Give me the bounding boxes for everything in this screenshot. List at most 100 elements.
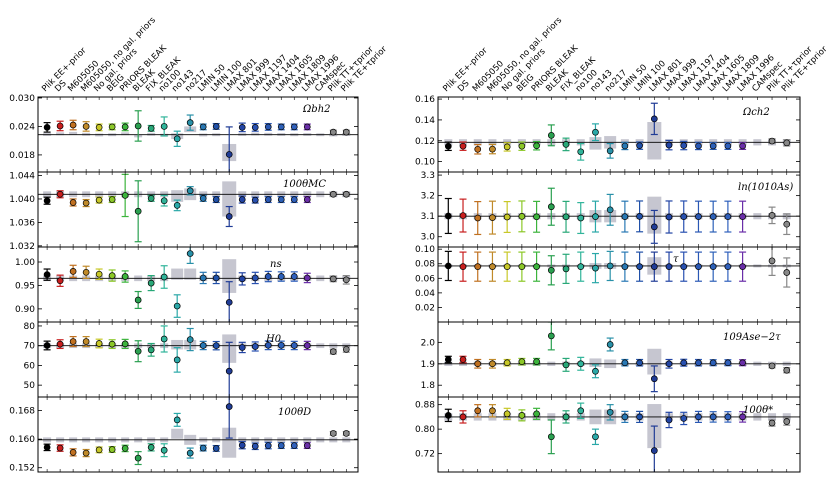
data-point <box>665 263 673 271</box>
data-point <box>251 442 259 450</box>
data-point <box>489 145 496 153</box>
data-point <box>577 214 585 222</box>
y-tick-label: 1.9 <box>421 360 436 370</box>
data-point <box>342 190 350 198</box>
data-point <box>342 276 350 284</box>
panel-parameter-label: H0 <box>265 334 282 345</box>
data-point <box>724 213 732 220</box>
data-point <box>173 302 181 310</box>
data-point <box>199 342 207 349</box>
y-tick-label: 0.024 <box>9 122 35 132</box>
data-point <box>329 430 337 437</box>
y-tick-label: 0.06 <box>415 274 435 284</box>
y-tick-label: 1.044 <box>9 172 35 182</box>
data-point <box>134 296 142 304</box>
y-tick-label: 80 <box>24 322 36 332</box>
data-point <box>43 342 51 349</box>
data-point <box>562 361 570 369</box>
data-point <box>264 123 272 131</box>
data-point <box>342 128 350 136</box>
y-tick-label: 0.16 <box>415 95 435 105</box>
data-point <box>636 413 643 421</box>
data-point <box>547 131 555 139</box>
data-point <box>225 151 233 158</box>
panel-frame <box>37 321 359 398</box>
y-tick-label: 0.02 <box>415 303 435 313</box>
data-point <box>264 196 272 203</box>
y-tick-label: 70 <box>24 342 36 352</box>
data-point <box>290 196 298 203</box>
data-point <box>329 190 337 198</box>
data-point <box>199 444 207 452</box>
y-tick-label: 0.10 <box>415 245 435 255</box>
data-point <box>518 263 526 271</box>
y-tick-label: 1.032 <box>9 242 35 252</box>
y-tick-label: 50 <box>24 381 36 391</box>
data-point <box>121 123 129 131</box>
data-point <box>264 442 272 449</box>
uncertainty-band <box>222 259 237 293</box>
data-point <box>147 346 155 354</box>
data-point <box>212 342 220 350</box>
data-point <box>277 442 285 449</box>
data-point <box>474 145 482 153</box>
uncertainty-band <box>222 427 237 458</box>
data-point <box>709 413 717 421</box>
y-tick-label: 1.036 <box>9 218 35 228</box>
data-point <box>665 141 673 149</box>
data-point <box>82 123 90 130</box>
data-point <box>108 196 116 203</box>
data-point <box>95 270 103 278</box>
data-point <box>606 408 614 416</box>
data-point <box>547 266 555 274</box>
data-point <box>474 360 482 368</box>
data-point <box>56 444 64 452</box>
data-point <box>459 263 467 271</box>
data-point <box>680 213 688 220</box>
data-point <box>577 360 585 368</box>
data-point <box>329 275 337 283</box>
panel-plot-area <box>438 187 800 244</box>
data-point <box>329 128 337 136</box>
data-point <box>621 413 629 421</box>
data-point <box>518 358 526 365</box>
panel-plot-area <box>38 110 358 172</box>
y-tick-label: 2.0 <box>421 338 436 348</box>
data-point <box>503 143 511 151</box>
data-point <box>665 360 673 368</box>
panel-plot-area <box>38 325 358 397</box>
uncertainty-band <box>56 132 65 136</box>
data-point <box>562 141 570 148</box>
data-point <box>577 407 585 415</box>
data-point <box>147 195 155 202</box>
data-point <box>238 196 246 203</box>
data-point <box>709 213 717 220</box>
y-tick-label: 0.90 <box>15 305 35 315</box>
data-point <box>562 265 570 273</box>
uncertainty-band <box>647 348 662 375</box>
panel-parameter-label: Ωbh2 <box>302 104 331 115</box>
data-point <box>342 430 350 437</box>
data-point <box>577 148 585 156</box>
data-point <box>82 338 90 345</box>
data-point <box>592 367 599 375</box>
data-point <box>108 272 116 279</box>
data-point <box>474 407 482 415</box>
data-point <box>251 196 259 204</box>
data-point <box>186 336 194 343</box>
data-point <box>518 142 526 150</box>
uncertainty-band <box>251 132 260 136</box>
data-point <box>606 262 614 270</box>
panel-6: 0.10 0.12 0.14 0.16 Ωch2 <box>415 95 801 173</box>
y-tick-label: 0.72 <box>415 450 435 460</box>
y-tick-label: 0.95 <box>15 281 35 291</box>
data-point <box>173 202 181 209</box>
data-point <box>489 214 496 221</box>
panel-parameter-label: 100θMC <box>283 179 326 190</box>
panel-9: 1.8 1.9 2.0 109Ase−2τ <box>421 321 801 398</box>
data-point <box>621 359 629 367</box>
uncertainty-band <box>171 268 184 280</box>
data-point <box>739 359 746 367</box>
data-point <box>768 257 776 265</box>
data-point <box>606 341 614 348</box>
